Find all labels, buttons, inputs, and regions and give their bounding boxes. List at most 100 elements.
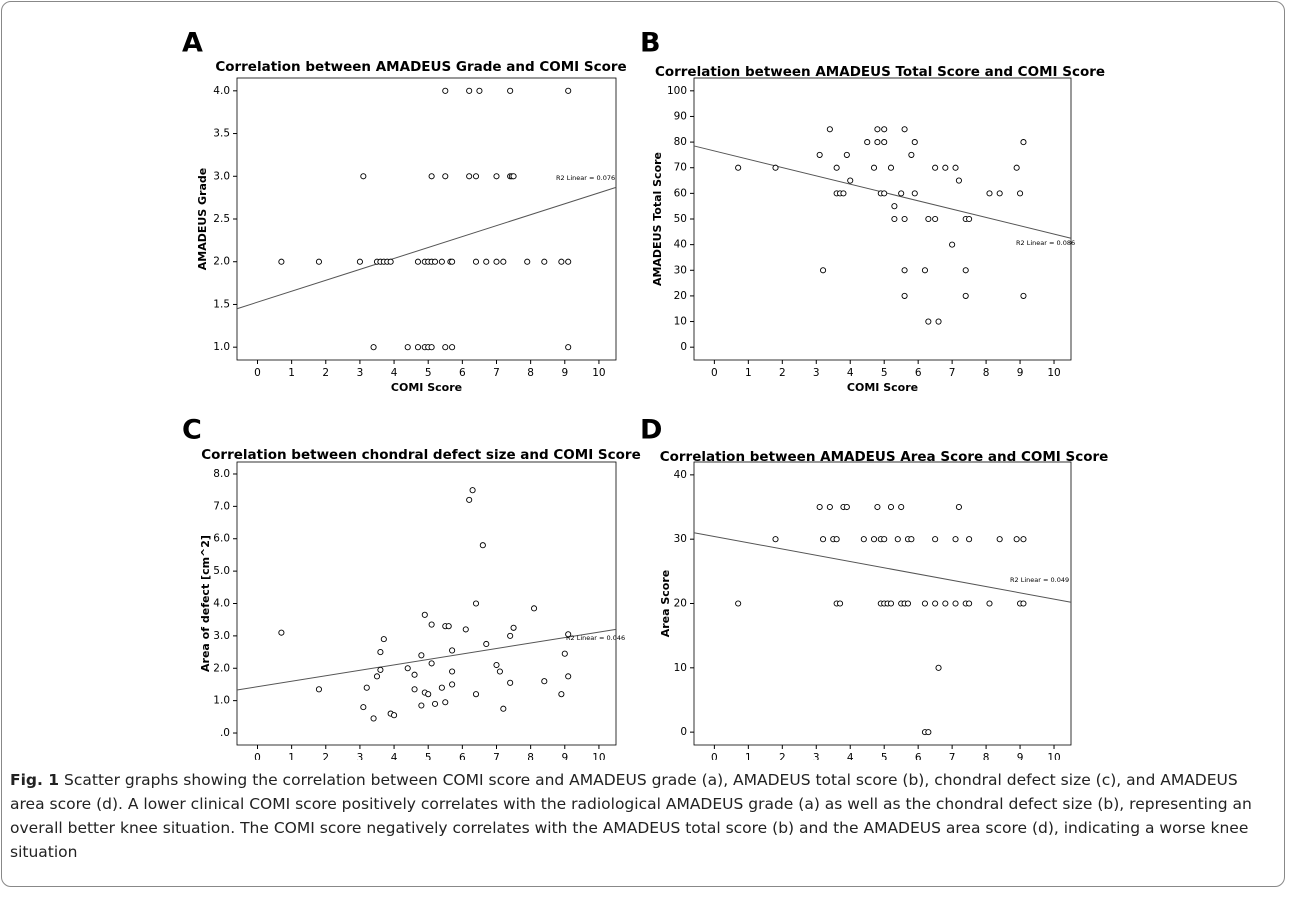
point <box>411 671 418 678</box>
point <box>901 292 908 299</box>
point <box>360 173 367 180</box>
point <box>377 649 384 656</box>
point <box>431 258 439 265</box>
point <box>428 660 435 667</box>
point <box>449 258 456 265</box>
x-tick-label: 2 <box>779 367 786 379</box>
x-tick-label: 3 <box>357 367 364 379</box>
y-tick-label: 40 <box>674 469 687 481</box>
point <box>836 600 844 607</box>
point <box>449 681 456 688</box>
y-tick-label: 10 <box>674 316 687 328</box>
point <box>483 258 490 265</box>
x-tick-label: 2 <box>779 752 786 760</box>
y-tick-label: 20 <box>674 598 687 610</box>
x-tick-label: 2 <box>322 752 329 760</box>
point <box>840 190 847 197</box>
point <box>891 203 898 210</box>
x-tick-label: 9 <box>561 752 568 760</box>
panel-letter: D <box>640 415 662 446</box>
chart-title: Correlation between AMADEUS Grade and CO… <box>215 59 626 75</box>
point <box>887 503 895 511</box>
point <box>996 536 1003 543</box>
point <box>500 705 507 712</box>
fit-label: R2 Linear = 0.076 <box>556 174 615 182</box>
y-tick-label: 1.0 <box>213 341 230 353</box>
y-tick-label: 80 <box>674 136 687 148</box>
y-tick-label: 1.5 <box>213 298 230 310</box>
point <box>966 215 973 223</box>
point <box>966 600 973 607</box>
x-axis-label: COMI Score <box>847 381 918 394</box>
point <box>932 215 939 223</box>
point <box>428 173 435 180</box>
point <box>826 503 833 511</box>
y-tick-label: 6.0 <box>213 533 230 545</box>
x-tick-label: 6 <box>915 367 922 379</box>
y-tick-label: 2.0 <box>213 662 230 674</box>
point <box>558 258 565 265</box>
y-axis-label: Area of defect [cm^2] <box>199 535 212 672</box>
point <box>391 712 398 719</box>
point <box>315 258 322 265</box>
point <box>387 258 394 265</box>
y-tick-label: 0 <box>680 341 687 353</box>
y-tick-label: 7.0 <box>213 500 230 512</box>
point <box>449 647 456 654</box>
point <box>1020 600 1027 607</box>
x-tick-label: 7 <box>493 367 500 379</box>
point <box>911 139 918 146</box>
point <box>925 729 932 736</box>
y-axis-label: AMADEUS Grade <box>196 168 209 271</box>
point <box>531 605 538 612</box>
x-tick-label: 1 <box>288 752 295 760</box>
x-tick-label: 3 <box>357 752 364 760</box>
point <box>373 673 381 680</box>
x-tick-label: 1 <box>745 752 752 760</box>
point <box>901 126 908 133</box>
point <box>966 536 973 543</box>
y-tick-label: 4.0 <box>213 598 230 610</box>
point <box>996 190 1003 197</box>
point <box>864 139 871 146</box>
y-tick-label: .0 <box>220 727 230 739</box>
point <box>925 215 932 223</box>
point <box>887 600 895 607</box>
point <box>901 215 908 223</box>
x-tick-label: 10 <box>1047 752 1060 760</box>
y-tick-label: 2.5 <box>213 213 230 225</box>
x-tick-label: 6 <box>459 752 466 760</box>
point <box>493 258 500 265</box>
y-axis-label: AMADEUS Total Score <box>651 152 664 286</box>
point <box>881 536 888 543</box>
x-tick-label: 7 <box>493 752 500 760</box>
point <box>442 173 449 180</box>
chart-title: Correlation between AMADEUS Area Score a… <box>660 449 1109 465</box>
panel-letter: B <box>640 28 661 59</box>
point <box>908 151 915 158</box>
point <box>472 691 480 698</box>
point <box>472 600 480 607</box>
point <box>445 623 452 630</box>
point <box>962 292 969 299</box>
point <box>898 190 905 197</box>
point <box>874 126 881 133</box>
point <box>874 503 881 511</box>
x-tick-label: 10 <box>592 752 605 760</box>
y-tick-label: 8.0 <box>213 468 230 480</box>
point <box>735 600 742 607</box>
point <box>962 267 969 274</box>
y-tick-label: 3.0 <box>213 170 230 182</box>
point <box>942 600 949 607</box>
x-tick-label: 10 <box>1047 367 1060 379</box>
point <box>469 487 476 494</box>
point <box>380 636 387 643</box>
point <box>421 611 428 618</box>
fit-label: R2 Linear = 0.049 <box>1010 576 1069 584</box>
point <box>870 164 878 171</box>
point <box>894 536 901 543</box>
point <box>735 164 742 171</box>
y-tick-label: 10 <box>674 662 687 674</box>
point <box>360 704 367 711</box>
point <box>949 241 956 248</box>
